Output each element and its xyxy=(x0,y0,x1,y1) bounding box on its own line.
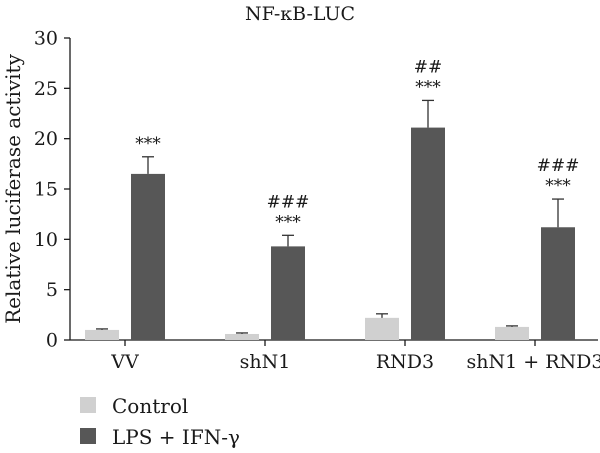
y-tick-label: 10 xyxy=(34,229,58,251)
star-annotation: *** xyxy=(415,77,441,97)
legend-label-control: Control xyxy=(112,394,188,418)
bar-lps-ifn-shn1 xyxy=(271,246,305,340)
y-tick-label: 5 xyxy=(46,279,58,301)
bar-control-rnd3 xyxy=(365,317,399,340)
star-annotation: *** xyxy=(545,176,571,196)
star-annotation: *** xyxy=(275,212,301,232)
legend: Control LPS + IFN-γ xyxy=(80,394,240,449)
bar-control-shn1 xyxy=(225,333,259,340)
y-axis-label: Relative luciferase activity xyxy=(1,53,25,323)
legend-swatch-lps-ifn xyxy=(80,428,96,444)
hash-annotation: ### xyxy=(267,192,310,212)
hash-annotation: ## xyxy=(414,57,443,77)
legend-swatch-control xyxy=(80,397,96,413)
bars xyxy=(85,99,575,341)
y-tick-label: 25 xyxy=(34,78,58,100)
legend-label-lps-ifn: LPS + IFN-γ xyxy=(112,425,240,449)
axes: 0 5 10 15 20 25 30 VV shN1 RND3 shN1 + RND3 xyxy=(34,28,600,374)
x-tick-label: RND3 xyxy=(376,351,434,373)
x-tick-label: shN1 xyxy=(240,351,291,373)
bar-lps-ifn-rnd3 xyxy=(411,127,445,341)
y-tick-label: 0 xyxy=(46,330,58,352)
bar-control-vv xyxy=(85,329,119,340)
y-tick-label: 20 xyxy=(34,128,58,150)
bar-lps-ifn-vv xyxy=(131,173,165,340)
y-tick-label: 15 xyxy=(34,179,58,201)
y-tick-label: 30 xyxy=(34,28,58,50)
bar-lps-ifn-shn1-rnd3 xyxy=(541,227,575,340)
annotations: ***###***##***###*** xyxy=(135,57,579,232)
x-tick-label: VV xyxy=(110,351,139,373)
chart-title: NF-κB-LUC xyxy=(245,3,355,25)
hash-annotation: ### xyxy=(537,156,580,176)
star-annotation: *** xyxy=(135,134,161,154)
bar-control-shn1-rnd3 xyxy=(495,326,529,340)
x-tick-label: shN1 + RND3 xyxy=(467,351,600,373)
